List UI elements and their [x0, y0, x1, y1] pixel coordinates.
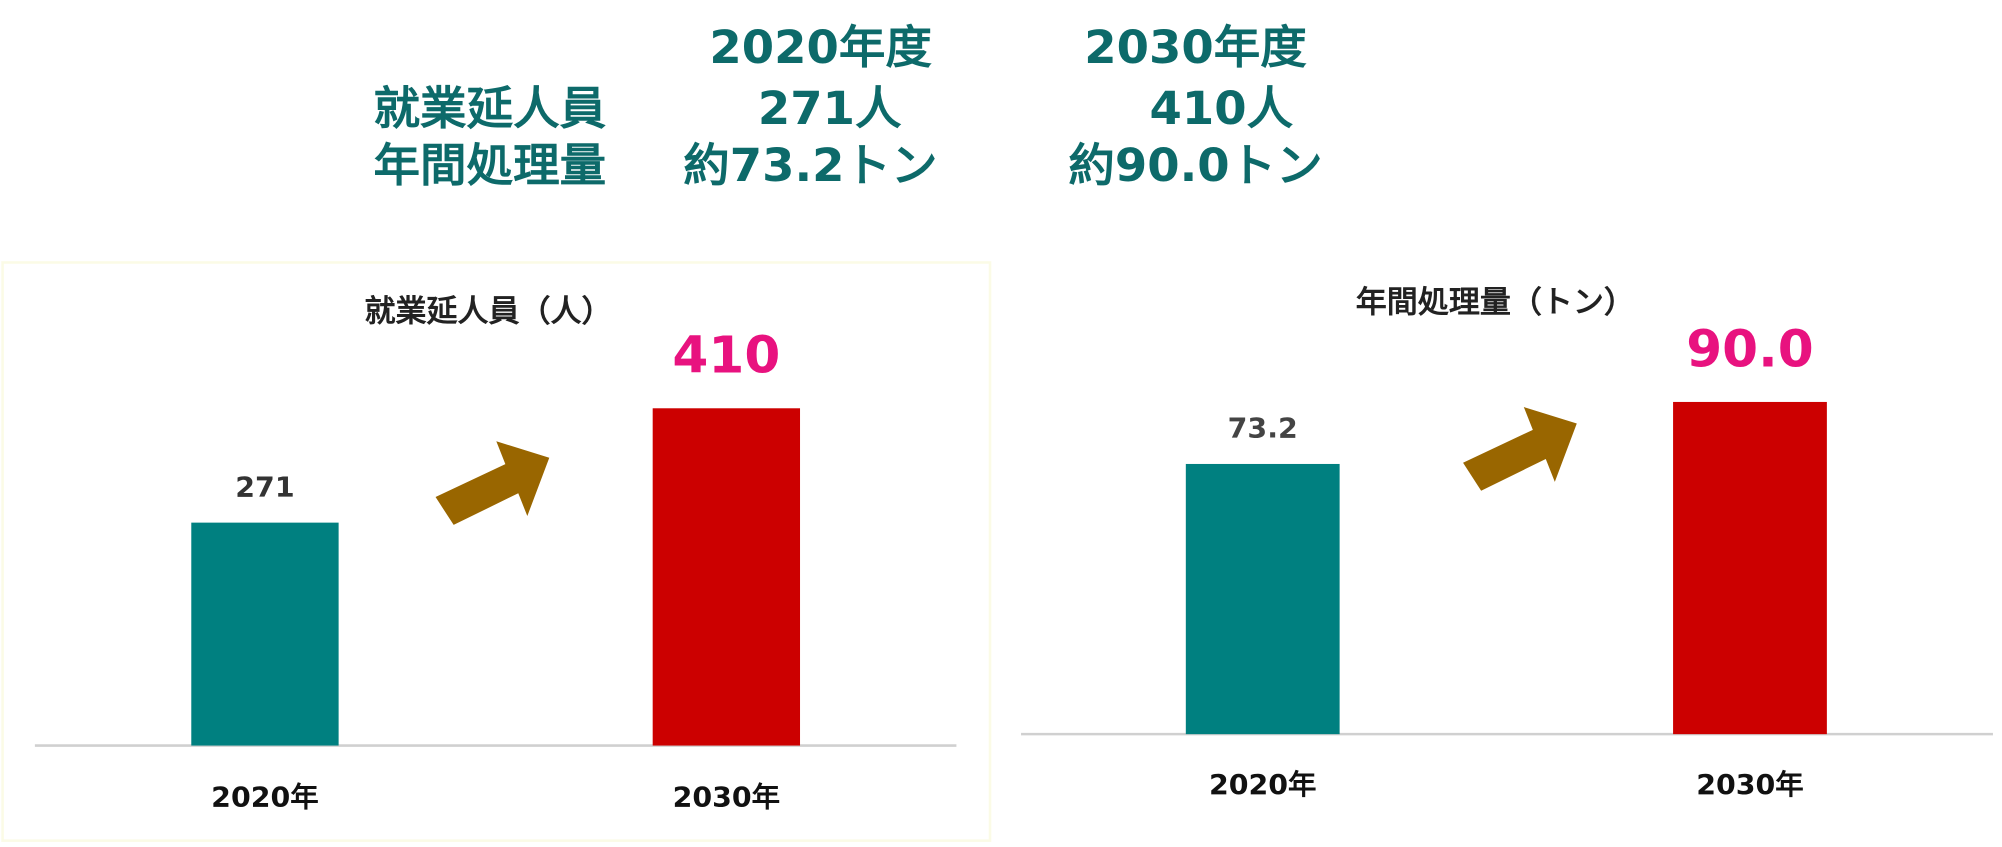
row-value: 410人 — [1150, 81, 1294, 134]
x-tick-label: 2020年 — [1209, 768, 1317, 801]
value-label: 73.2 — [1228, 412, 1298, 445]
value-label: 271 — [235, 471, 294, 504]
bar — [652, 408, 801, 746]
row-label: 年間処理量 — [374, 138, 607, 191]
bar — [1673, 401, 1827, 735]
bar — [1185, 463, 1340, 735]
header-year: 2030年度 — [1084, 21, 1307, 74]
value-label: 410 — [672, 326, 780, 385]
row-value: 約73.2トン — [683, 138, 937, 191]
x-tick-label: 2020年 — [211, 781, 319, 814]
row-label: 就業延人員 — [374, 81, 607, 134]
row-value: 約90.0トン — [1068, 138, 1322, 191]
bar — [191, 522, 339, 746]
chart-title: 就業延人員（人） — [364, 294, 612, 330]
arrow — [435, 441, 550, 525]
chart-frame — [1, 261, 992, 842]
value-label: 90.0 — [1686, 320, 1814, 379]
header-year: 2020年度 — [709, 21, 932, 74]
chart-title: 年間処理量（トン） — [1356, 285, 1635, 321]
row-value: 271人 — [758, 81, 902, 134]
x-tick-label: 2030年 — [1696, 768, 1804, 801]
arrow — [1463, 407, 1577, 491]
x-tick-label: 2030年 — [673, 781, 781, 814]
